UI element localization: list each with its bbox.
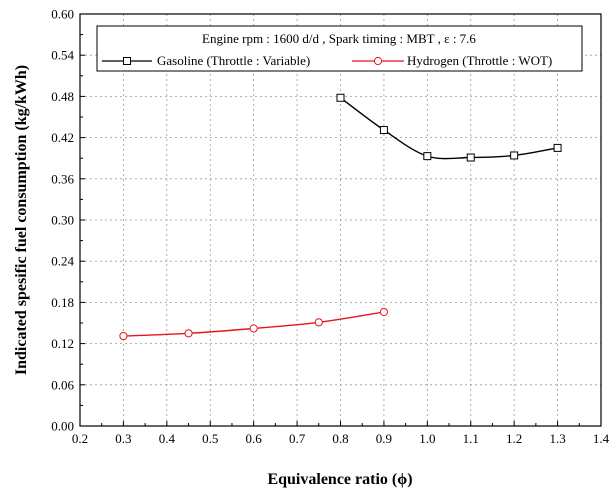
data-point-gasoline (510, 151, 519, 160)
series-line-gasoline (340, 97, 558, 160)
ticks: 0.2 0.3 0.4 0.5 0.6 0.7 0.8 0.9 1.0 1.1 1.2 1.3 1.4 0… (51, 7, 609, 447)
legend-gasoline-label: Gasoline (Throttle : Variable) (157, 53, 310, 68)
x-tick-label: 1.1 (463, 431, 479, 446)
x-tick-label: 1.0 (419, 431, 435, 446)
data-point-gasoline (553, 143, 562, 152)
legend-hydrogen-marker (373, 56, 383, 66)
data-point-gasoline (466, 153, 475, 162)
x-tick-label: 1.3 (549, 431, 565, 446)
x-tick-label: 0.9 (376, 431, 392, 446)
y-tick-label: 0.48 (51, 89, 74, 104)
y-tick-label: 0.00 (51, 419, 74, 434)
x-tick-label: 0.6 (246, 431, 263, 446)
legend-gasoline-marker (123, 57, 131, 65)
y-tick-label: 0.36 (51, 171, 74, 186)
data-point-hydrogen (119, 331, 128, 341)
x-tick-label: 0.2 (72, 431, 88, 446)
data-point-hydrogen (249, 324, 258, 333)
data-point-hydrogen (184, 329, 193, 338)
x-tick-label: 0.3 (115, 431, 131, 446)
data-point-hydrogen (379, 307, 389, 317)
y-tick-label: 0.54 (51, 48, 74, 63)
data-point-gasoline (423, 152, 432, 161)
legend-header: Engine rpm : 1600 d/d , Spark timing : M… (202, 31, 476, 46)
y-tick-label: 0.06 (51, 377, 74, 392)
data-point-gasoline (336, 93, 345, 102)
y-tick-label: 0.12 (51, 336, 74, 351)
legend: Engine rpm : 1600 d/d , Spark timing : M… (96, 25, 583, 72)
x-tick-label: 1.2 (506, 431, 522, 446)
legend-hydrogen-label: Hydrogen (Throttle : WOT) (407, 53, 552, 68)
y-tick-label: 0.42 (51, 130, 74, 145)
x-tick-label: 1.4 (593, 431, 610, 446)
series-layer (119, 93, 562, 341)
legend-box (96, 25, 583, 72)
y-tick-label: 0.18 (51, 295, 74, 310)
x-tick-label: 0.7 (289, 431, 306, 446)
grid (80, 14, 601, 426)
x-tick-label: 0.5 (202, 431, 218, 446)
y-tick-label: 0.60 (51, 7, 74, 22)
x-tick-label: 0.4 (159, 431, 176, 446)
x-tick-label: 0.8 (332, 431, 348, 446)
y-tick-label: 0.30 (51, 213, 74, 228)
y-tick-label: 0.24 (51, 254, 74, 269)
y-axis-title: Indicated spesific fuel consumption (kg/… (13, 65, 30, 375)
data-point-gasoline (379, 126, 388, 135)
data-point-hydrogen (314, 318, 323, 327)
x-axis-title: Equivalence ratio (ϕ) (267, 471, 412, 488)
